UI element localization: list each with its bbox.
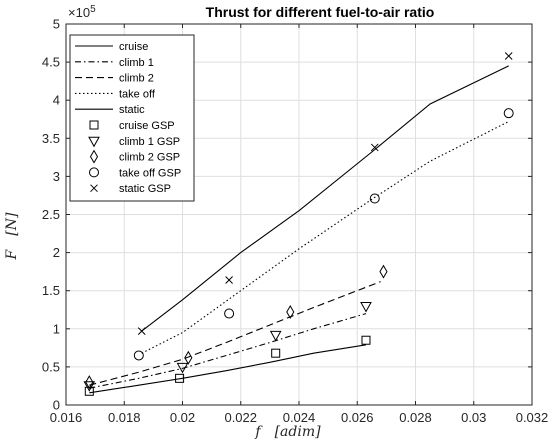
data-point-climb-1-gsp [176,362,189,374]
y-tick-label: 5 [53,17,60,32]
legend-label-take-off: take off [119,88,156,100]
legend-swatch-climb-2-gsp [89,149,99,164]
legend-label-static-gsp: static GSP [119,183,171,195]
y-tick-label: 0.5 [42,359,60,374]
x-tick-label: 0.03 [461,410,486,425]
y-tick-label: 1.5 [42,283,60,298]
legend-swatch-climb-1-gsp [88,136,100,148]
y-tick-label: 2 [53,245,60,260]
legend-label-cruise: cruise [119,41,148,53]
y-axis-unit: [N] [4,212,20,236]
marker-stroke [225,276,233,284]
legend-label-climb-1-gsp: climb 1 GSP [119,136,180,148]
legend-label-take-off-gsp: take off GSP [119,167,181,179]
x-axis-symbol: f [254,424,263,440]
exponent-base: ×10 [68,5,90,20]
y-axis-label: F [N] [4,212,20,260]
legend-box [69,34,195,202]
legend-swatch-take-off-gsp [89,167,99,178]
marker-stroke [90,184,98,193]
data-point-take-off-gsp [224,308,235,319]
legend: cruise climb 1 climb 2 take off static cruise… [69,34,195,202]
y-tick-label: 1 [53,321,60,336]
data-point-climb-1-gsp [269,330,282,342]
y-tick-label: 4 [53,93,60,108]
data-point-static-gsp [370,143,379,152]
data-point-cruise-gsp [271,348,281,358]
x-tick-label: 0.016 [50,410,83,425]
y-axis-symbol: F [4,248,20,260]
x-tick-label: 0.026 [341,410,374,425]
data-point-static-gsp [225,276,233,284]
y-tick-label: 3.5 [42,131,60,146]
legend-swatch-cruise-gsp [89,120,99,130]
data-point-climb-1-gsp [360,301,372,313]
x-tick-label: 0.022 [224,410,257,425]
data-point-cruise-gsp [175,373,185,383]
marker-stroke [137,327,146,335]
data-point-static-gsp [137,327,146,335]
data-point-take-off-gsp [133,350,144,361]
data-point-static-gsp [504,52,513,60]
data-point-climb-2-gsp [85,375,94,390]
x-tick-label: 0.032 [516,410,549,425]
x-tick-label: 0.02 [170,410,195,425]
series-layer [83,52,514,396]
legend-swatch-static-gsp [90,184,98,193]
y-tick-label: 3 [53,169,60,184]
x-tick-label: 0.018 [108,410,141,425]
legend-label-static: static [119,104,145,116]
series-line-static [141,65,509,332]
data-point-climb-2-gsp [184,350,193,365]
legend-label-climb-2: climb 2 [119,73,154,85]
x-axis-label: f [adim] [254,424,321,440]
marker-stroke [370,143,379,152]
data-point-climb-1-gsp [83,381,96,392]
data-point-climb-2-gsp [379,264,388,279]
data-point-cruise-gsp [361,335,371,345]
series-line-climb-1 [89,313,367,389]
legend-label-climb-1: climb 1 [119,57,154,69]
data-point-take-off-gsp [369,193,380,204]
series-line-cruise [89,344,367,394]
y-tick-label: 4.5 [42,55,60,70]
marker-stroke [504,52,513,60]
chart-title: Thrust for different fuel-to-air ratio [206,4,435,20]
data-point-take-off-gsp [503,108,514,119]
y-exponent-label: ×105 [68,4,96,20]
ticks: 0.016 0.018 0.02 0.022 0.024 0.026 0.028 0.03 0.… [42,17,548,426]
y-tick-label: 0 [53,398,60,413]
series-line-climb-2 [89,281,381,386]
series-line-take-off [141,121,509,354]
exponent-power: 5 [90,4,96,15]
legend-label-cruise-gsp: cruise GSP [119,120,175,132]
x-tick-label: 0.024 [283,410,316,425]
x-axis-unit: [adim] [275,424,322,440]
x-tick-label: 0.028 [399,410,432,425]
legend-label-climb-2-gsp: climb 2 GSP [119,152,180,164]
data-point-climb-2-gsp [286,305,295,320]
y-tick-label: 2.5 [42,207,60,222]
